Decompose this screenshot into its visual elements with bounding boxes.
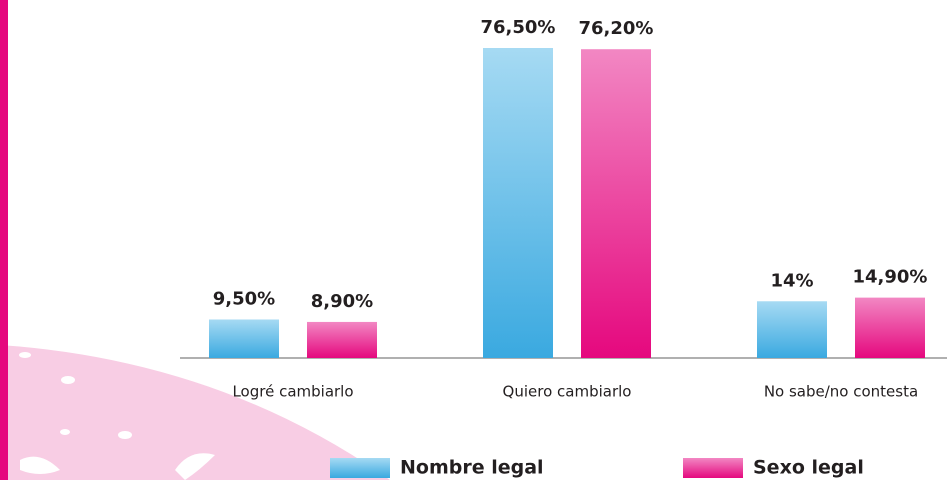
value-label: 76,50%	[481, 17, 556, 38]
x-tick-label: Quiero cambiarlo	[503, 383, 632, 401]
decoration	[0, 0, 390, 480]
value-label: 9,50%	[213, 289, 275, 310]
value-label: 14%	[770, 270, 813, 291]
bar	[307, 322, 377, 358]
legend-swatch	[683, 458, 743, 478]
bar	[581, 49, 651, 358]
bar	[483, 48, 553, 358]
legend-swatch	[330, 458, 390, 478]
legend-label: Sexo legal	[753, 457, 864, 479]
page: {"chart_data": {"type": "bar", "categori…	[0, 0, 947, 480]
value-label: 14,90%	[853, 267, 928, 288]
legend-label: Nombre legal	[400, 457, 544, 479]
bar	[209, 320, 279, 358]
x-tick-label: No sabe/no contesta	[764, 383, 918, 401]
x-tick-label: Logré cambiarlo	[232, 383, 353, 401]
bar	[757, 301, 827, 358]
value-label: 76,20%	[579, 18, 654, 39]
chart: Logré cambiarlo 9,50% 8,90% Quiero cambiarl…	[0, 0, 947, 480]
value-label: 8,90%	[311, 291, 373, 312]
bar	[855, 298, 925, 358]
